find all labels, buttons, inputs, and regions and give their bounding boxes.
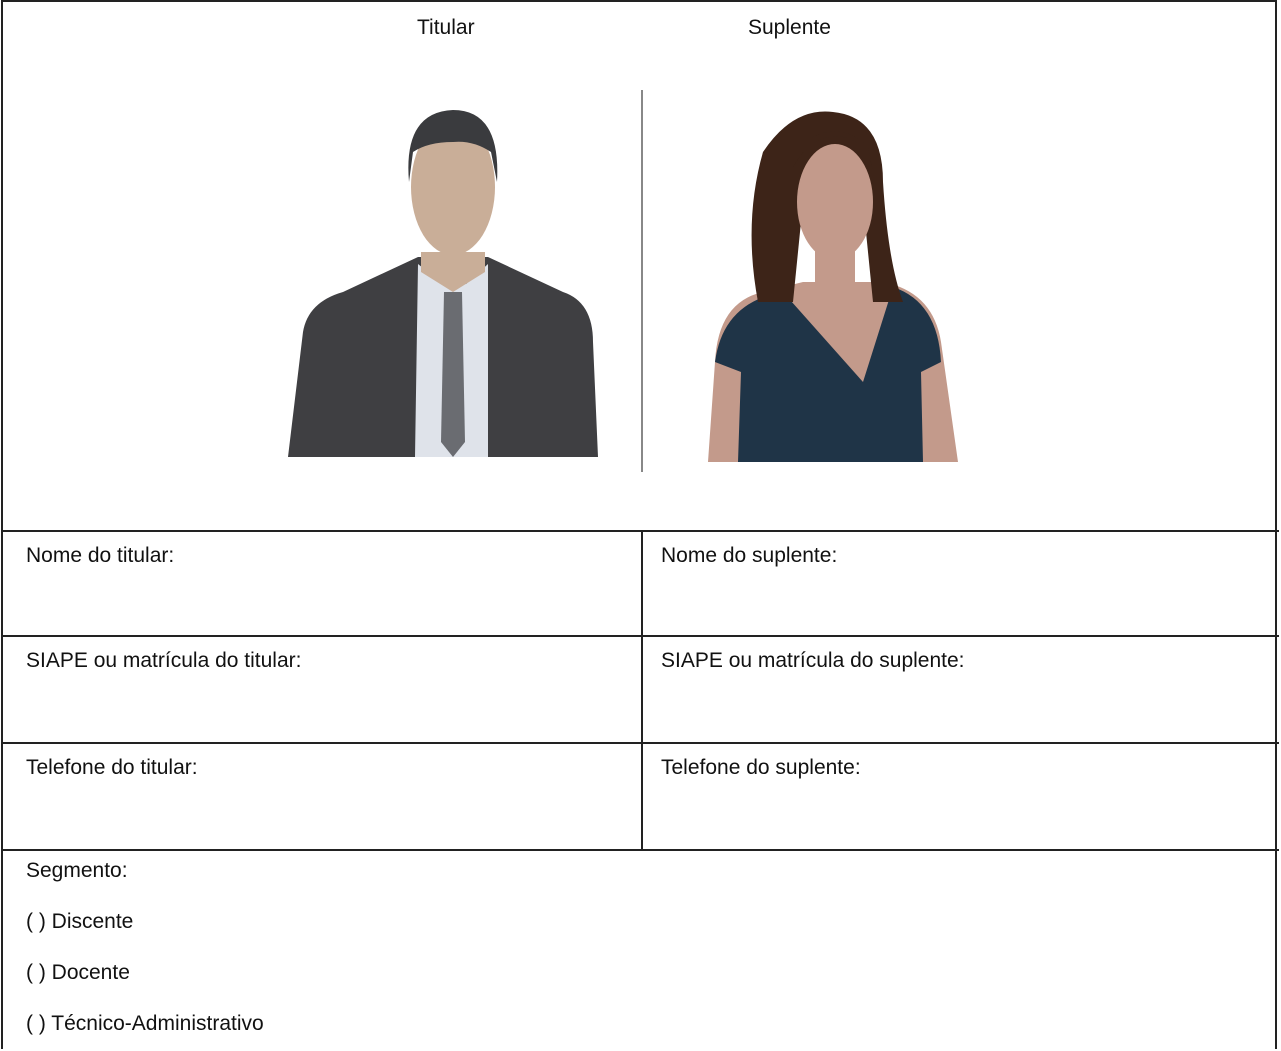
segment-option: ( ) Técnico-Administrativo <box>26 1012 264 1035</box>
table-row: Nome do titular: Nome do suplente: <box>3 530 1279 637</box>
table-row: Telefone do titular: Telefone do suplent… <box>3 742 1279 851</box>
suplente-heading: Suplente <box>748 16 831 39</box>
woman-silhouette <box>708 111 958 462</box>
segment-section: Segmento: ( ) Discente ( ) Docente ( ) T… <box>3 849 1279 1051</box>
table-row: SIAPE ou matrícula do titular: SIAPE ou … <box>3 635 1279 744</box>
field-label: Telefone do titular: <box>26 756 198 779</box>
divider <box>641 90 643 472</box>
photo-section: Titular Suplente <box>3 2 1279 530</box>
man-silhouette <box>288 110 598 457</box>
segment-option: ( ) Discente <box>26 910 134 933</box>
field-label: Telefone do suplente: <box>641 744 861 851</box>
field-label: Nome do suplente: <box>641 532 837 637</box>
illustrations <box>288 110 958 462</box>
segment-option: ( ) Docente <box>26 961 130 984</box>
titular-heading: Titular <box>417 16 475 39</box>
segment-label: Segmento: <box>26 859 128 882</box>
field-label: SIAPE ou matrícula do suplente: <box>641 637 965 744</box>
field-label: Nome do titular: <box>26 544 175 567</box>
field-label: SIAPE ou matrícula do titular: <box>26 649 302 672</box>
